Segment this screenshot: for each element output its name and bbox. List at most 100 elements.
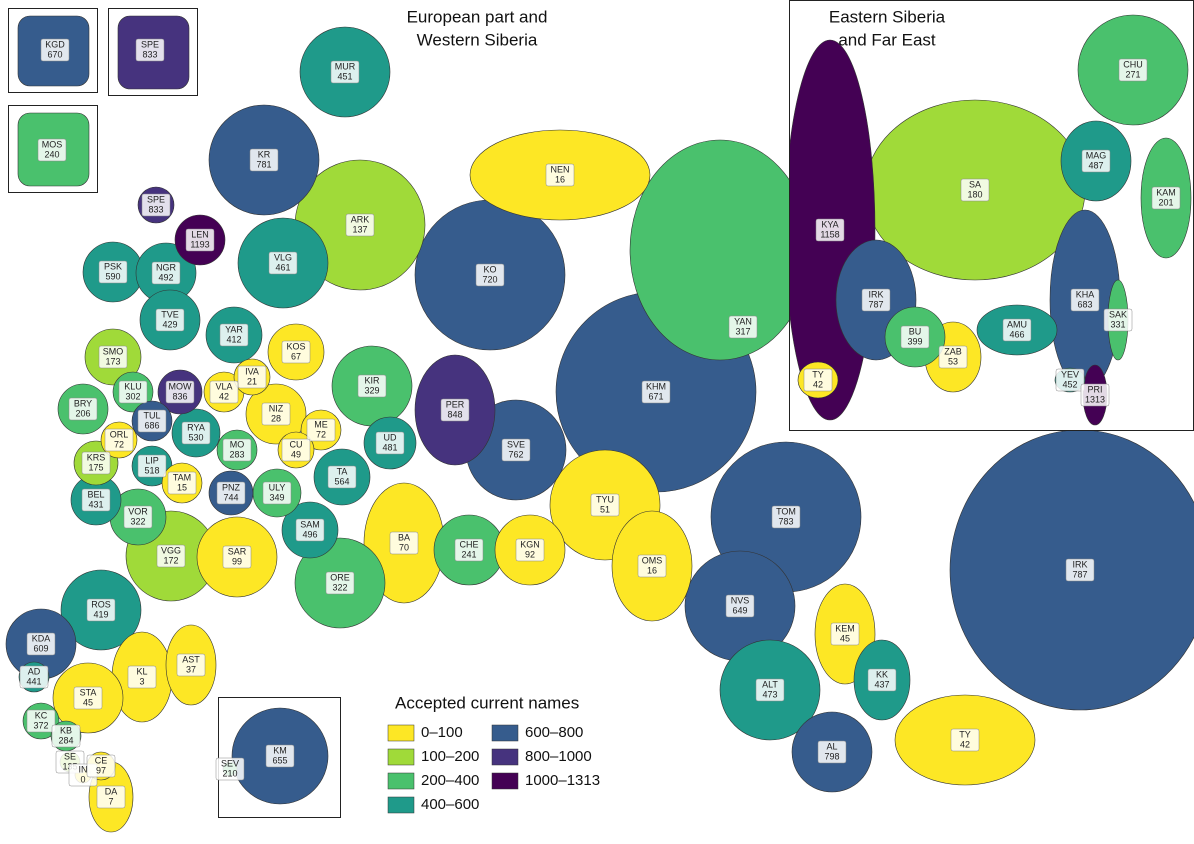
- region-value: 1313: [1085, 394, 1105, 404]
- region-code: VGG: [161, 545, 181, 555]
- region-value: 590: [105, 271, 120, 281]
- region-label-box: [156, 544, 186, 568]
- region-label-box: [1080, 383, 1110, 407]
- legend-swatch: [387, 724, 415, 742]
- region-value: 452: [1062, 379, 1077, 389]
- region-value: 848: [447, 409, 462, 419]
- region-code: BRY: [74, 398, 92, 408]
- region-label-box: [222, 545, 252, 569]
- legend-swatch: [387, 772, 415, 790]
- region-label-box: [475, 263, 505, 287]
- region-label-box: [389, 531, 419, 555]
- region-value: 329: [364, 385, 379, 395]
- region-label-box: [327, 465, 357, 489]
- region-label-box: [960, 178, 990, 202]
- region-code: KGN: [520, 539, 540, 549]
- region-code: KHA: [1076, 289, 1095, 299]
- region-label-box: [515, 538, 545, 562]
- region-code: KRS: [87, 452, 106, 462]
- region-label-box: [375, 431, 405, 455]
- region-code: MUR: [335, 61, 356, 71]
- legend-swatch: [491, 724, 519, 742]
- region-code: VLG: [274, 252, 292, 262]
- region-label-box: [137, 454, 167, 478]
- legend-label: 600–800: [525, 724, 583, 741]
- region-code: YAN: [734, 316, 752, 326]
- region-value: 49: [291, 449, 301, 459]
- region-value: 349: [269, 492, 284, 502]
- region-code: OMS: [642, 555, 663, 565]
- legend-label: 800–1000: [525, 748, 592, 765]
- region-label-box: [268, 251, 298, 275]
- region-value: 70: [399, 542, 409, 552]
- region-label-box: [861, 288, 891, 312]
- region-label-box: [830, 622, 860, 646]
- region-value: 3: [139, 676, 144, 686]
- region-label-box: [181, 421, 211, 445]
- region-code: ALT: [762, 679, 778, 689]
- region-value: 173: [105, 356, 120, 366]
- legend-label: 400–600: [421, 796, 479, 813]
- region-code: NIZ: [269, 403, 284, 413]
- region-value: 322: [130, 516, 145, 526]
- region-label-box: [104, 428, 134, 452]
- region-value: 609: [33, 643, 48, 653]
- region-code: MO: [230, 439, 245, 449]
- region-code: CHU: [1123, 59, 1143, 69]
- region-code: PNZ: [222, 482, 241, 492]
- legend-label: 100–200: [421, 748, 479, 765]
- region-code: NVS: [731, 595, 750, 605]
- region-label-box: [86, 754, 116, 778]
- region-label-box: [118, 380, 148, 404]
- region-value: 671: [648, 391, 663, 401]
- region-value: 496: [302, 529, 317, 539]
- region-code: VLA: [215, 381, 232, 391]
- region-value: 1158: [820, 229, 839, 239]
- region-label-box: [141, 193, 171, 217]
- region-label-box: [73, 686, 103, 710]
- region-code: SMO: [103, 346, 124, 356]
- region-code: MAG: [1086, 150, 1107, 160]
- region-value: 518: [144, 465, 159, 475]
- region-label-box: [209, 380, 239, 404]
- region-label-box: [98, 345, 128, 369]
- region-code: BA: [398, 532, 410, 542]
- region-label-box: [815, 218, 845, 242]
- region-label-box: [261, 402, 291, 426]
- region-code: PSK: [104, 261, 122, 271]
- region-value: 7: [108, 796, 113, 806]
- region-code: ULY: [269, 482, 286, 492]
- region-value: 137: [352, 224, 367, 234]
- region-value: 21: [247, 376, 257, 386]
- region-code: KDA: [32, 633, 51, 643]
- region-code: KYA: [821, 219, 838, 229]
- region-code: ORE: [330, 572, 350, 582]
- region-code: TOM: [776, 506, 796, 516]
- region-value: 481: [382, 442, 397, 452]
- region-label-box: [803, 368, 833, 392]
- region-label-box: [357, 374, 387, 398]
- region-value: 437: [874, 679, 889, 689]
- region-label-box: [728, 315, 758, 339]
- region-label-box: [262, 481, 292, 505]
- region-value: 42: [960, 739, 970, 749]
- region-code: LIP: [145, 455, 159, 465]
- region-code: KL: [136, 666, 147, 676]
- region-value: 720: [482, 274, 497, 284]
- legend-swatch: [387, 796, 415, 814]
- region-code: TAM: [173, 472, 191, 482]
- region-value: 466: [1009, 329, 1024, 339]
- region-code: YEV: [1061, 369, 1079, 379]
- region-label-box: [590, 493, 620, 517]
- region-code: MOW: [169, 381, 192, 391]
- region-label-box: [1055, 368, 1085, 392]
- region-code: CHE: [459, 539, 478, 549]
- region-code: PER: [446, 399, 465, 409]
- region-code: KB: [60, 725, 72, 735]
- region-label-box: [237, 365, 267, 389]
- region-value: 787: [1072, 569, 1087, 579]
- region-label-box: [330, 60, 360, 84]
- region-code: BU: [909, 326, 922, 336]
